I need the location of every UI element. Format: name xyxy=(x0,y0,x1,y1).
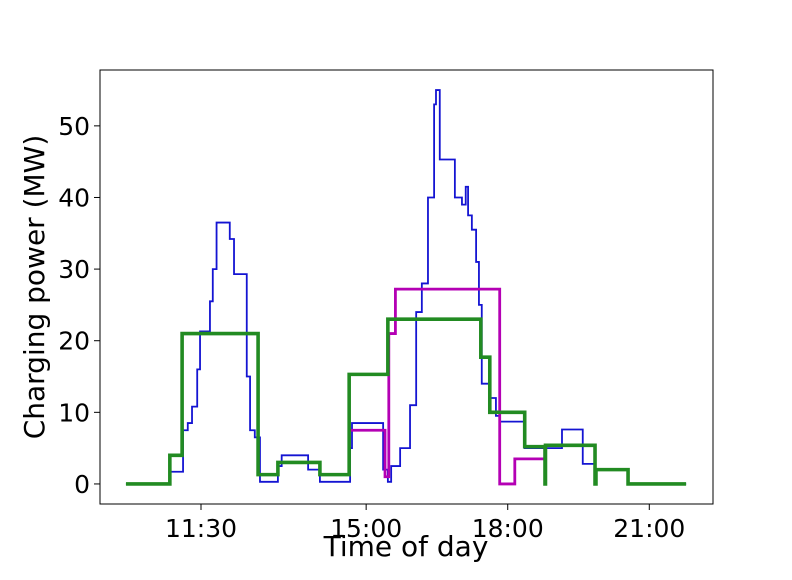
plot-frame xyxy=(99,69,714,505)
y-tick-label: 30 xyxy=(58,255,90,284)
series-line xyxy=(125,317,687,486)
y-axis-label: Charging power (MW) xyxy=(18,135,51,440)
x-tick-label: 18:00 xyxy=(472,514,544,543)
y-tick-label: 20 xyxy=(58,327,90,356)
x-tick-label: 21:00 xyxy=(613,514,685,543)
y-tick-label: 10 xyxy=(58,398,90,427)
y-tick-label: 0 xyxy=(74,470,90,499)
y-tick-label: 40 xyxy=(58,183,90,212)
series-line xyxy=(349,287,546,486)
y-tick-label: 50 xyxy=(58,112,90,141)
x-axis-label: Time of day xyxy=(323,530,489,563)
series-line xyxy=(125,89,687,485)
x-tick-label: 15:00 xyxy=(330,514,402,543)
x-tick-label: 11:30 xyxy=(165,514,237,543)
